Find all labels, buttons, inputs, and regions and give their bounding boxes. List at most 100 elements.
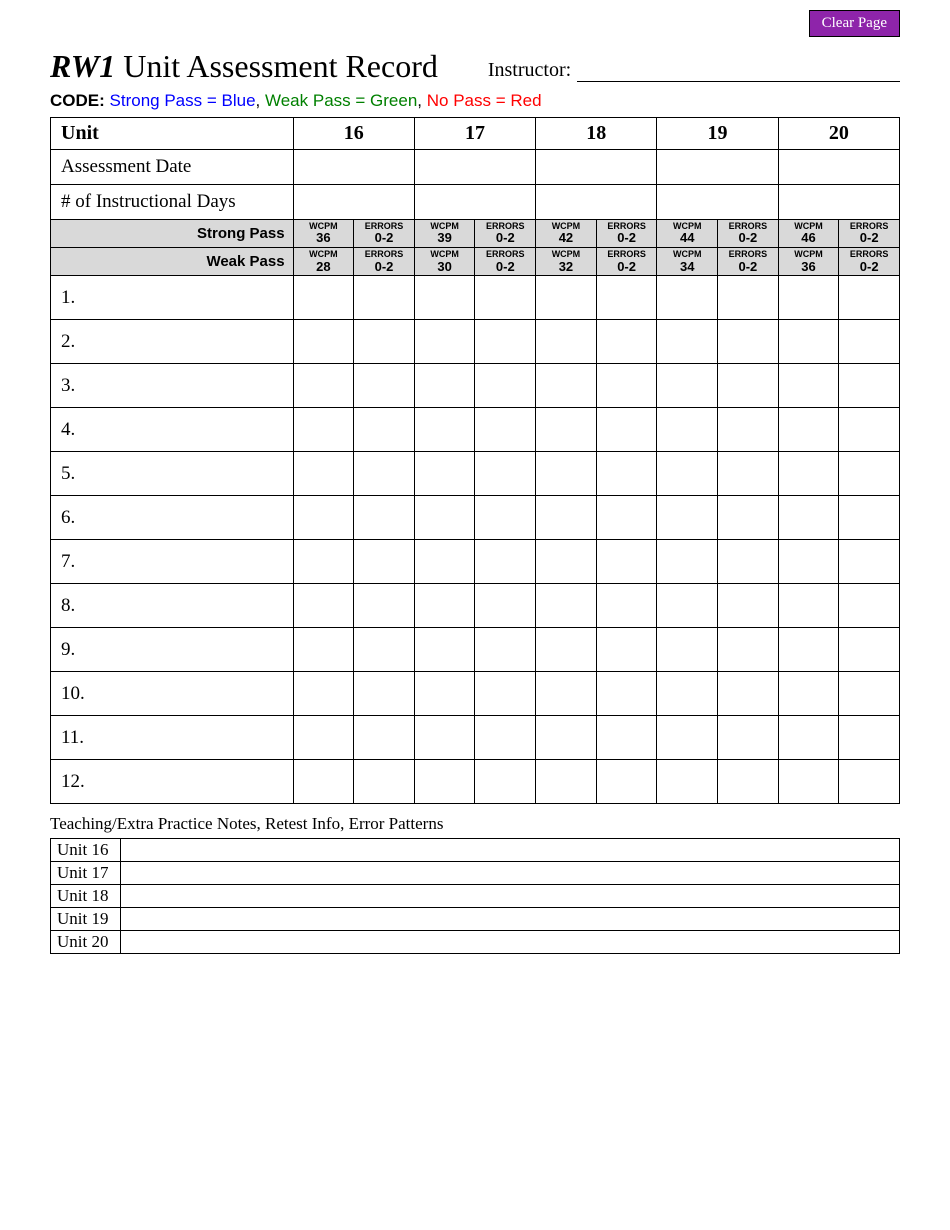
score-cell[interactable] bbox=[536, 628, 597, 672]
score-cell[interactable] bbox=[293, 628, 354, 672]
score-cell[interactable] bbox=[778, 628, 839, 672]
score-cell[interactable] bbox=[414, 364, 475, 408]
score-cell[interactable] bbox=[778, 540, 839, 584]
score-cell[interactable] bbox=[354, 540, 415, 584]
score-cell[interactable] bbox=[354, 628, 415, 672]
score-cell[interactable] bbox=[657, 672, 718, 716]
score-cell[interactable] bbox=[354, 672, 415, 716]
score-cell[interactable] bbox=[596, 452, 657, 496]
score-cell[interactable] bbox=[475, 540, 536, 584]
score-cell[interactable] bbox=[718, 364, 779, 408]
score-cell[interactable] bbox=[475, 672, 536, 716]
score-cell[interactable] bbox=[718, 496, 779, 540]
score-cell[interactable] bbox=[839, 364, 900, 408]
date-cell[interactable] bbox=[657, 150, 778, 185]
score-cell[interactable] bbox=[596, 584, 657, 628]
score-cell[interactable] bbox=[657, 496, 718, 540]
score-cell[interactable] bbox=[596, 496, 657, 540]
score-cell[interactable] bbox=[657, 540, 718, 584]
score-cell[interactable] bbox=[839, 276, 900, 320]
notes-cell[interactable] bbox=[121, 862, 900, 885]
score-cell[interactable] bbox=[536, 540, 597, 584]
score-cell[interactable] bbox=[414, 276, 475, 320]
clear-page-button[interactable]: Clear Page bbox=[809, 10, 900, 37]
score-cell[interactable] bbox=[778, 408, 839, 452]
score-cell[interactable] bbox=[718, 276, 779, 320]
score-cell[interactable] bbox=[293, 672, 354, 716]
notes-cell[interactable] bbox=[121, 839, 900, 862]
score-cell[interactable] bbox=[475, 760, 536, 804]
score-cell[interactable] bbox=[596, 760, 657, 804]
date-cell[interactable] bbox=[778, 150, 899, 185]
score-cell[interactable] bbox=[718, 584, 779, 628]
score-cell[interactable] bbox=[778, 452, 839, 496]
score-cell[interactable] bbox=[414, 496, 475, 540]
score-cell[interactable] bbox=[839, 408, 900, 452]
score-cell[interactable] bbox=[475, 584, 536, 628]
score-cell[interactable] bbox=[778, 364, 839, 408]
score-cell[interactable] bbox=[596, 320, 657, 364]
score-cell[interactable] bbox=[475, 452, 536, 496]
score-cell[interactable] bbox=[414, 408, 475, 452]
score-cell[interactable] bbox=[293, 716, 354, 760]
days-cell[interactable] bbox=[414, 185, 535, 220]
score-cell[interactable] bbox=[536, 672, 597, 716]
score-cell[interactable] bbox=[596, 628, 657, 672]
score-cell[interactable] bbox=[718, 760, 779, 804]
notes-cell[interactable] bbox=[121, 885, 900, 908]
score-cell[interactable] bbox=[475, 716, 536, 760]
date-cell[interactable] bbox=[536, 150, 657, 185]
score-cell[interactable] bbox=[293, 496, 354, 540]
score-cell[interactable] bbox=[354, 452, 415, 496]
score-cell[interactable] bbox=[354, 496, 415, 540]
score-cell[interactable] bbox=[354, 584, 415, 628]
score-cell[interactable] bbox=[778, 276, 839, 320]
score-cell[interactable] bbox=[414, 672, 475, 716]
score-cell[interactable] bbox=[414, 452, 475, 496]
score-cell[interactable] bbox=[596, 276, 657, 320]
score-cell[interactable] bbox=[414, 716, 475, 760]
score-cell[interactable] bbox=[293, 540, 354, 584]
score-cell[interactable] bbox=[293, 364, 354, 408]
score-cell[interactable] bbox=[839, 496, 900, 540]
score-cell[interactable] bbox=[839, 716, 900, 760]
score-cell[interactable] bbox=[475, 496, 536, 540]
score-cell[interactable] bbox=[293, 408, 354, 452]
score-cell[interactable] bbox=[657, 452, 718, 496]
instructor-input-line[interactable] bbox=[577, 62, 900, 82]
score-cell[interactable] bbox=[354, 276, 415, 320]
score-cell[interactable] bbox=[414, 584, 475, 628]
score-cell[interactable] bbox=[657, 320, 718, 364]
score-cell[interactable] bbox=[778, 760, 839, 804]
score-cell[interactable] bbox=[839, 584, 900, 628]
score-cell[interactable] bbox=[778, 672, 839, 716]
score-cell[interactable] bbox=[596, 716, 657, 760]
days-cell[interactable] bbox=[657, 185, 778, 220]
score-cell[interactable] bbox=[718, 672, 779, 716]
score-cell[interactable] bbox=[596, 672, 657, 716]
score-cell[interactable] bbox=[414, 760, 475, 804]
score-cell[interactable] bbox=[839, 540, 900, 584]
score-cell[interactable] bbox=[293, 760, 354, 804]
score-cell[interactable] bbox=[354, 320, 415, 364]
score-cell[interactable] bbox=[839, 672, 900, 716]
score-cell[interactable] bbox=[536, 584, 597, 628]
score-cell[interactable] bbox=[475, 628, 536, 672]
date-cell[interactable] bbox=[414, 150, 535, 185]
score-cell[interactable] bbox=[536, 496, 597, 540]
score-cell[interactable] bbox=[475, 408, 536, 452]
score-cell[interactable] bbox=[536, 716, 597, 760]
score-cell[interactable] bbox=[354, 716, 415, 760]
score-cell[interactable] bbox=[354, 408, 415, 452]
score-cell[interactable] bbox=[839, 320, 900, 364]
score-cell[interactable] bbox=[596, 408, 657, 452]
score-cell[interactable] bbox=[839, 452, 900, 496]
score-cell[interactable] bbox=[657, 716, 718, 760]
score-cell[interactable] bbox=[778, 716, 839, 760]
score-cell[interactable] bbox=[354, 760, 415, 804]
score-cell[interactable] bbox=[718, 628, 779, 672]
notes-cell[interactable] bbox=[121, 931, 900, 954]
score-cell[interactable] bbox=[414, 540, 475, 584]
score-cell[interactable] bbox=[475, 276, 536, 320]
score-cell[interactable] bbox=[596, 540, 657, 584]
